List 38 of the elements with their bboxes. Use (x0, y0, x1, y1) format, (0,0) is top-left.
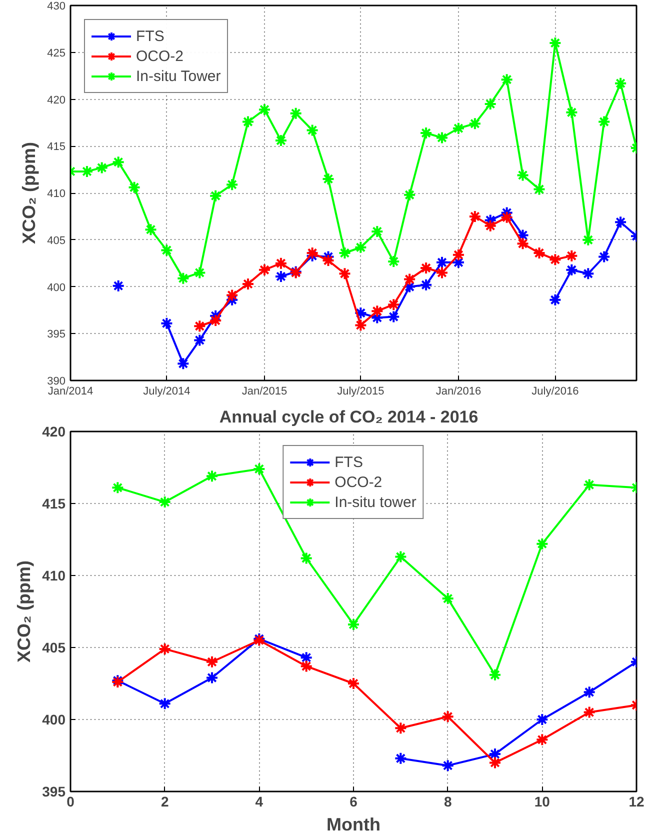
x-axis-title: Month (326, 814, 380, 834)
y-tick-label: 410 (42, 568, 66, 584)
y-tick-label: 420 (47, 94, 66, 106)
legend-label: In-situ Tower (136, 68, 221, 84)
legend-label: OCO-2 (136, 48, 184, 64)
x-tick-label: July/2014 (143, 386, 190, 398)
legend-label: FTS (136, 28, 164, 44)
y-tick-label: 405 (47, 234, 66, 247)
x-tick-label: 2 (160, 794, 169, 810)
y-axis-title: XCO₂ (ppm) (19, 142, 40, 244)
y-tick-label: 400 (42, 712, 66, 728)
x-tick-label: 12 (628, 794, 644, 810)
y-axis-title: XCO₂ (ppm) (14, 560, 34, 662)
y-tick-label: 420 (42, 424, 66, 440)
x-tick-label: 4 (255, 794, 264, 810)
x-tick-label: 10 (534, 794, 550, 810)
legend-label: FTS (334, 454, 363, 470)
y-tick-label: 430 (47, 0, 66, 12)
y-tick-label: 390 (47, 376, 66, 388)
y-tick-label: 395 (42, 784, 66, 800)
x-tick-label: Jan/2014 (48, 386, 94, 398)
legend-label: In-situ tower (334, 494, 416, 510)
legend-label: OCO-2 (334, 474, 382, 490)
y-tick-label: 415 (47, 141, 66, 154)
x-tick-label: 8 (444, 794, 452, 810)
chart-title: Annual cycle of CO₂ 2014 - 2016 (219, 408, 478, 426)
y-tick-label: 425 (47, 47, 66, 60)
x-tick-label: July/2016 (532, 386, 579, 398)
x-tick-label: 6 (350, 794, 358, 810)
y-tick-label: 400 (47, 282, 66, 294)
y-tick-label: 405 (42, 640, 66, 656)
x-tick-label: Jan/2016 (436, 386, 482, 398)
x-tick-label: Jan/2015 (242, 386, 288, 398)
y-tick-label: 395 (47, 328, 66, 341)
y-tick-label: 415 (42, 496, 66, 512)
y-tick-label: 410 (47, 188, 66, 200)
x-tick-label: 0 (66, 794, 75, 810)
x-tick-label: July/2015 (337, 386, 384, 398)
